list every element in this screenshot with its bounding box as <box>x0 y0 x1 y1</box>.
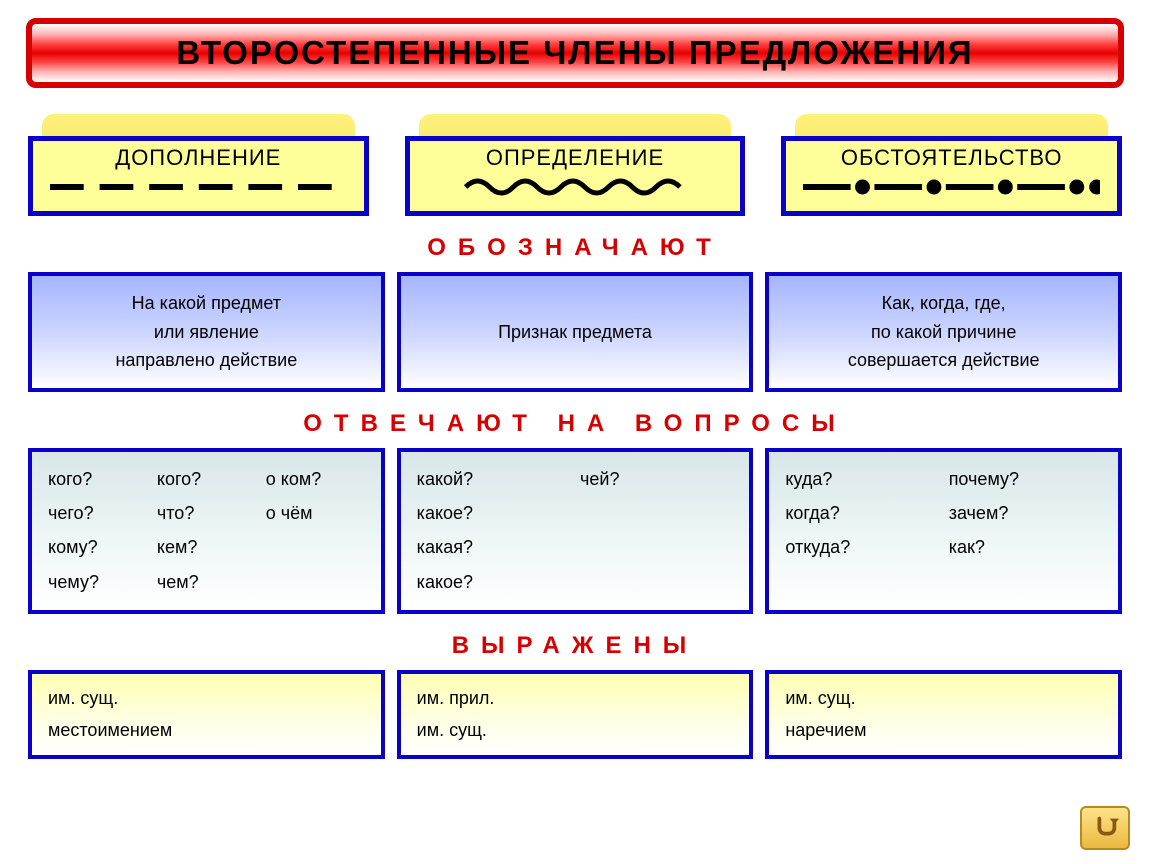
exp-line: им. сущ. <box>785 682 1102 714</box>
type-tab-dopolnenie: ДОПОЛНЕНИЕ <box>28 114 369 216</box>
meaning-cell: На какой предмет или явление направлено … <box>28 272 385 392</box>
type-tab: ОПРЕДЕЛЕНИЕ <box>405 136 746 216</box>
underline-dashed <box>50 173 348 201</box>
q: о чём <box>266 496 365 530</box>
section-head-meaning: ОБОЗНАЧАЮТ <box>18 234 1132 262</box>
questions-row: кого?чего?кому?чему? кого?что?кем?чем? о… <box>18 448 1132 614</box>
type-label: ДОПОЛНЕНИЕ <box>115 145 281 171</box>
questions-cell: куда?когда?откуда? почему?зачем?как? <box>765 448 1122 614</box>
type-tab: ДОПОЛНЕНИЕ <box>28 136 369 216</box>
q: какой? <box>417 462 570 496</box>
q: какая? <box>417 530 570 564</box>
q: какое? <box>417 565 570 599</box>
type-tab-opredelenie: ОПРЕДЕЛЕНИЕ <box>405 114 746 216</box>
q: чей? <box>580 462 733 496</box>
q: почему? <box>949 462 1102 496</box>
q: чему? <box>48 565 147 599</box>
underline-dashdot <box>803 173 1101 201</box>
exp-line: местоимением <box>48 714 365 746</box>
meaning-row: На какой предмет или явление направлено … <box>18 272 1132 392</box>
meaning-cell: Как, когда, где, по какой причине соверш… <box>765 272 1122 392</box>
q: зачем? <box>949 496 1102 530</box>
q: о ком? <box>266 462 365 496</box>
q: как? <box>949 530 1102 564</box>
meaning-text: На какой предмет или явление направлено … <box>115 289 297 375</box>
underline-wavy <box>426 173 724 201</box>
q: чего? <box>48 496 147 530</box>
type-tab-obstoyatelstvo: ОБСТОЯТЕЛЬСТВО <box>781 114 1122 216</box>
q: кого? <box>48 462 147 496</box>
q: кому? <box>48 530 147 564</box>
expressed-row: им. сущ. местоимением им. прил. им. сущ.… <box>18 670 1132 759</box>
section-head-expressed: ВЫРАЖЕНЫ <box>18 632 1132 660</box>
expressed-cell: им. сущ. наречием <box>765 670 1122 759</box>
q: что? <box>157 496 256 530</box>
back-button[interactable] <box>1080 806 1130 850</box>
questions-cell: кого?чего?кому?чему? кого?что?кем?чем? о… <box>28 448 385 614</box>
q: когда? <box>785 496 938 530</box>
meaning-cell: Признак предмета <box>397 272 754 392</box>
u-turn-arrow-icon <box>1090 813 1120 843</box>
expressed-cell: им. сущ. местоимением <box>28 670 385 759</box>
q: чем? <box>157 565 256 599</box>
type-tab: ОБСТОЯТЕЛЬСТВО <box>781 136 1122 216</box>
exp-line: им. сущ. <box>48 682 365 714</box>
section-head-questions: ОТВЕЧАЮТ НА ВОПРОСЫ <box>18 410 1132 438</box>
meaning-text: Признак предмета <box>498 318 652 347</box>
q: какое? <box>417 496 570 530</box>
exp-line: им. прил. <box>417 682 734 714</box>
q: кого? <box>157 462 256 496</box>
expressed-cell: им. прил. им. сущ. <box>397 670 754 759</box>
meaning-text: Как, когда, где, по какой причине соверш… <box>848 289 1040 375</box>
questions-cell: какой?какое?какая?какое? чей? <box>397 448 754 614</box>
page-title: ВТОРОСТЕПЕННЫЕ ЧЛЕНЫ ПРЕДЛОЖЕНИЯ <box>176 34 973 71</box>
types-row: ДОПОЛНЕНИЕ ОПРЕДЕЛЕНИЕ ОБСТОЯТЕЛЬСТВО <box>18 114 1132 216</box>
page-title-banner: ВТОРОСТЕПЕННЫЕ ЧЛЕНЫ ПРЕДЛОЖЕНИЯ <box>26 18 1124 88</box>
type-label: ОБСТОЯТЕЛЬСТВО <box>841 145 1063 171</box>
type-label: ОПРЕДЕЛЕНИЕ <box>486 145 664 171</box>
q: куда? <box>785 462 938 496</box>
exp-line: наречием <box>785 714 1102 746</box>
exp-line: им. сущ. <box>417 714 734 746</box>
q: откуда? <box>785 530 938 564</box>
q: кем? <box>157 530 256 564</box>
